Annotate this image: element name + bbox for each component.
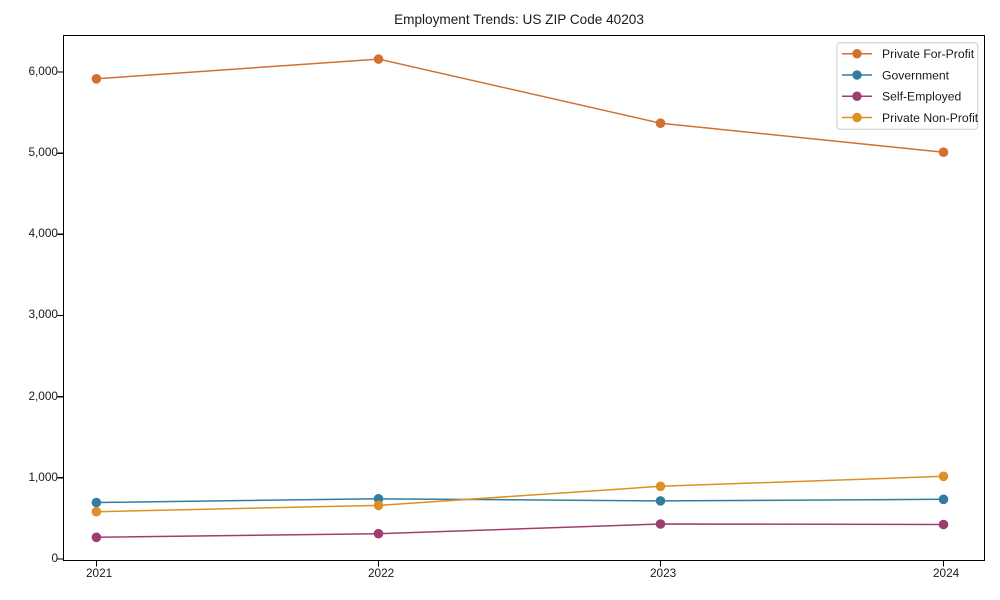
svg-text:Private For-Profit: Private For-Profit [882,47,975,61]
svg-text:Self-Employed: Self-Employed [882,90,961,104]
svg-text:Private Non-Profit: Private Non-Profit [882,111,979,125]
svg-text:Government: Government [882,68,950,82]
